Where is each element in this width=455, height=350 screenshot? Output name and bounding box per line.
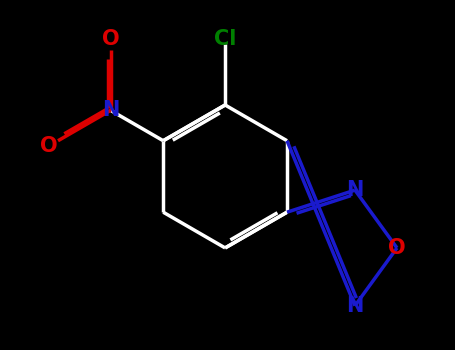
Text: N: N bbox=[102, 100, 119, 120]
Text: O: O bbox=[102, 29, 120, 49]
Text: O: O bbox=[388, 238, 406, 258]
Text: O: O bbox=[40, 136, 58, 156]
Text: Cl: Cl bbox=[214, 29, 236, 49]
Text: N: N bbox=[346, 180, 364, 200]
Text: N: N bbox=[346, 296, 364, 316]
